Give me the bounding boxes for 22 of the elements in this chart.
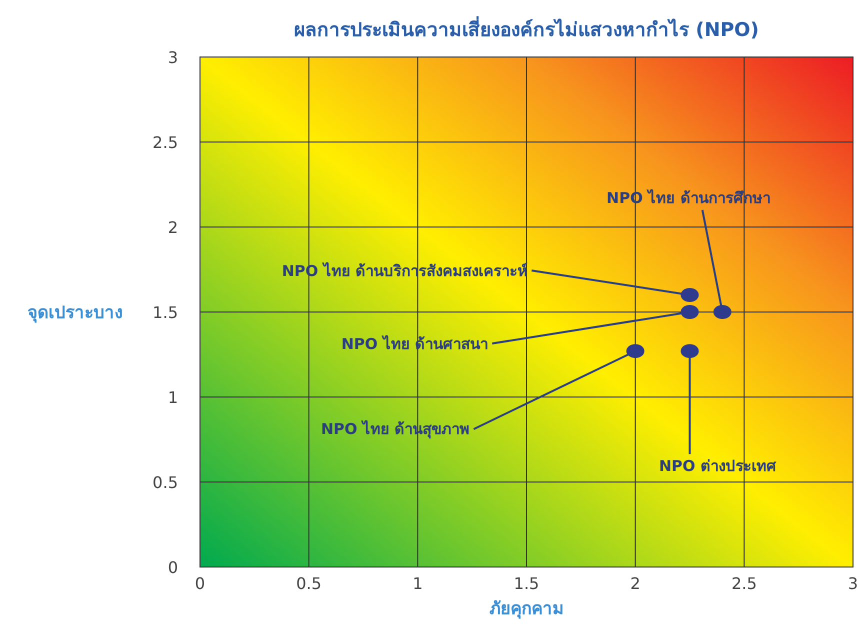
x-tick-label: 2.5 [731,574,757,593]
x-tick-label: 3 [848,574,858,593]
y-tick-label: 0.5 [152,473,178,492]
x-axis-title: ภัยคุกคาม [490,599,564,619]
point [680,305,699,319]
x-tick-label: 0.5 [296,574,322,593]
y-tick-label: 1 [168,388,178,407]
point [680,344,699,358]
y-axis-title: จุดเปราะบาง [28,303,122,323]
y-tick-label: 0 [168,558,178,577]
point [680,288,699,302]
x-tick-label: 2 [630,574,640,593]
y-tick-label: 2.5 [152,133,178,152]
x-tick-label: 1 [412,574,423,593]
point [713,305,732,319]
chart-title: ผลการประเมินความเสี่ยงองค์กรไม่แสวงหากำไร (NPO) [294,16,759,41]
x-tick-label: 0 [194,574,206,593]
x-tick-label: 1.5 [514,574,540,593]
y-tick-label: 2 [168,218,178,237]
point [626,344,644,358]
y-tick-label: 1.5 [152,303,178,322]
y-tick-label: 3 [168,48,178,67]
